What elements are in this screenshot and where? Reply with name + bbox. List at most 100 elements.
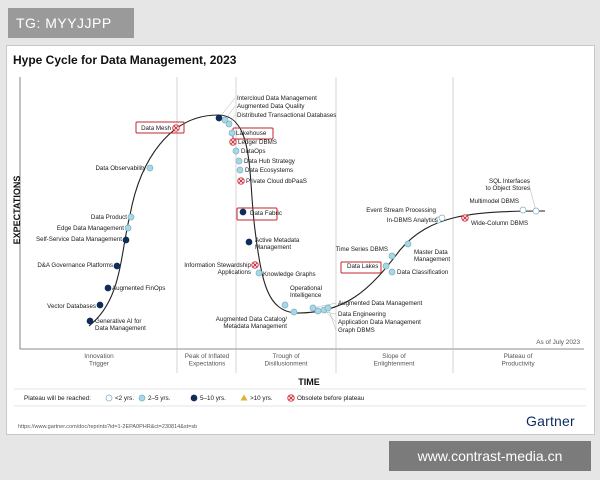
point-information-stewardship-applications bbox=[251, 261, 259, 269]
legend-title: Plateau will be reached: bbox=[24, 395, 91, 402]
leader-graph-dbms bbox=[327, 307, 337, 331]
watermark-banner: www.contrast-media.cn bbox=[389, 441, 591, 471]
point-private-cloud-dbpaas-x2 bbox=[238, 178, 244, 184]
point-ledger-dbms bbox=[229, 138, 237, 146]
point-time-series-dbms bbox=[388, 252, 396, 260]
point-sql-interfaces-to-object-stores bbox=[532, 207, 540, 215]
label-dataops: DataOps bbox=[241, 148, 265, 155]
point-wide-column-dbms bbox=[461, 214, 469, 222]
label-augmented-data-management: Augmented Data Management bbox=[338, 300, 423, 307]
label-augmented-data-quality: Augmented Data Quality bbox=[237, 103, 305, 110]
label-data-ecosystems: Data Ecosystems bbox=[245, 167, 293, 174]
label-d-a-governance-platforms: D&A Governance Platforms bbox=[37, 262, 113, 269]
point-information-stewardship-applications-x2 bbox=[252, 262, 258, 268]
point-graph-dbms bbox=[324, 304, 332, 312]
label-vector-databases: Vector Databases bbox=[47, 303, 96, 310]
point-wide-column-dbms-x2 bbox=[462, 215, 468, 221]
point-d-a-governance-platforms bbox=[113, 262, 121, 270]
point-generative-ai-for-data-management bbox=[86, 317, 94, 325]
label-intercloud-data-management: Intercloud Data Management bbox=[237, 95, 317, 102]
point-data-mesh-x2 bbox=[173, 125, 179, 131]
chart-title: Hype Cycle for Data Management, 2023 bbox=[13, 53, 237, 67]
point-augmented-finops bbox=[104, 284, 112, 292]
point-operational-intelligence bbox=[281, 301, 289, 309]
point-master-data-management bbox=[404, 240, 412, 248]
phase-label: Plateau of Productivity bbox=[501, 353, 535, 368]
label-lakehouse: Lakehouse bbox=[236, 130, 267, 137]
point-data-product bbox=[127, 213, 135, 221]
label-augmented-finops: Augmented FinOps bbox=[112, 285, 165, 292]
legend-marker-lt2 bbox=[105, 394, 113, 402]
chart-card bbox=[6, 45, 595, 435]
label-event-stream-processing: Event Stream Processing bbox=[366, 207, 436, 214]
highlight-box-data-mesh bbox=[135, 121, 185, 134]
legend-marker-y2to5 bbox=[138, 394, 146, 402]
label-wide-column-dbms: Wide-Column DBMS bbox=[471, 220, 528, 227]
legend-label-lt2: <2 yrs. bbox=[115, 395, 134, 402]
phase-label: Slope of Enlightenment bbox=[374, 353, 415, 368]
point-augmented-data-quality bbox=[221, 116, 229, 124]
legend-marker-obsolete-x2 bbox=[288, 395, 294, 401]
label-master-data-management: Master Data Management bbox=[414, 249, 450, 263]
point-augmented-data-catalog-metadata-management bbox=[290, 308, 298, 316]
label-knowledge-graphs: Knowledge Graphs bbox=[263, 271, 316, 278]
label-distributed-transactional-databases: Distributed Transactional Databases bbox=[237, 112, 336, 119]
point-vector-databases bbox=[96, 301, 104, 309]
label-data-engineering: Data Engineering bbox=[338, 311, 386, 318]
label-sql-interfaces-to-object-stores: SQL Interfaces to Object Stores bbox=[486, 178, 530, 192]
point-knowledge-graphs bbox=[255, 269, 263, 277]
label-in-dbms-analytics: In-DBMS Analytics bbox=[387, 217, 438, 224]
leader-intercloud-data-management bbox=[218, 97, 236, 119]
phase-label: Peak of Inflated Expectations bbox=[185, 353, 230, 368]
legend-label-obsolete: Obsolete before plateau bbox=[297, 395, 365, 402]
label-private-cloud-dbpaas: Private Cloud dbPaaS bbox=[246, 178, 307, 185]
point-ledger-dbms-x2 bbox=[230, 139, 236, 145]
label-data-fabric: Data Fabric bbox=[250, 210, 282, 217]
point-intercloud-data-management bbox=[215, 114, 223, 122]
label-data-hub-strategy: Data Hub Strategy bbox=[244, 158, 296, 165]
point-lakehouse bbox=[228, 129, 236, 137]
label-data-observability: Data Observability bbox=[95, 165, 146, 172]
point-multimodel-dbms bbox=[519, 206, 527, 214]
point-augmented-data-management bbox=[309, 304, 317, 312]
legend-label-y2to5: 2–5 yrs. bbox=[148, 395, 171, 402]
point-data-classification bbox=[388, 268, 396, 276]
legend-label-y5to10: 5–10 yrs. bbox=[200, 395, 226, 402]
point-data-fabric bbox=[239, 208, 247, 216]
point-in-dbms-analytics bbox=[438, 214, 446, 222]
point-distributed-transactional-databases bbox=[225, 120, 233, 128]
label-edge-data-management: Edge Data Management bbox=[57, 225, 124, 232]
x-axis-title: TIME bbox=[298, 377, 320, 387]
label-application-data-management: Application Data Management bbox=[338, 319, 421, 326]
legend-marker-y5to10 bbox=[190, 394, 198, 402]
point-data-engineering bbox=[314, 307, 322, 315]
point-private-cloud-dbpaas bbox=[237, 177, 245, 185]
label-data-mesh: Data Mesh bbox=[141, 125, 171, 132]
label-information-stewardship-applications: Information Stewardship Applications bbox=[184, 262, 251, 276]
gartner-logo: Gartner bbox=[526, 413, 575, 429]
leader-augmented-data-management bbox=[312, 302, 337, 309]
point-data-lakes bbox=[382, 262, 390, 270]
label-self-service-data-management: Self-Service Data Management bbox=[36, 236, 122, 243]
label-data-lakes: Data Lakes bbox=[347, 263, 378, 270]
legend-marker-obsolete bbox=[287, 394, 295, 402]
leader-sql-interfaces-to-object-stores bbox=[527, 180, 537, 212]
label-operational-intelligence: Operational Intelligence bbox=[290, 285, 322, 299]
highlight-box-data-lakes bbox=[340, 261, 382, 274]
tag-label: TG: MYYJJPP bbox=[8, 8, 134, 38]
point-data-mesh bbox=[172, 124, 180, 132]
label-active-metadata-management: Active Metadata Management bbox=[255, 237, 300, 251]
y-axis-title: EXPECTATIONS bbox=[12, 176, 22, 245]
label-generative-ai-for-data-management: Generative AI for Data Management bbox=[95, 318, 146, 332]
legend-marker-gt10 bbox=[240, 394, 248, 401]
point-data-ecosystems bbox=[236, 166, 244, 174]
point-self-service-data-management bbox=[122, 236, 130, 244]
label-ledger-dbms: Ledger DBMS bbox=[238, 139, 277, 146]
label-data-classification: Data Classification bbox=[397, 269, 449, 276]
legend-label-gt10: >10 yrs. bbox=[250, 395, 273, 402]
point-edge-data-management bbox=[124, 224, 132, 232]
phase-label: Innovation Trigger bbox=[84, 353, 114, 368]
highlight-box-data-fabric bbox=[236, 207, 278, 221]
as-of-note: As of July 2023 bbox=[536, 339, 580, 346]
